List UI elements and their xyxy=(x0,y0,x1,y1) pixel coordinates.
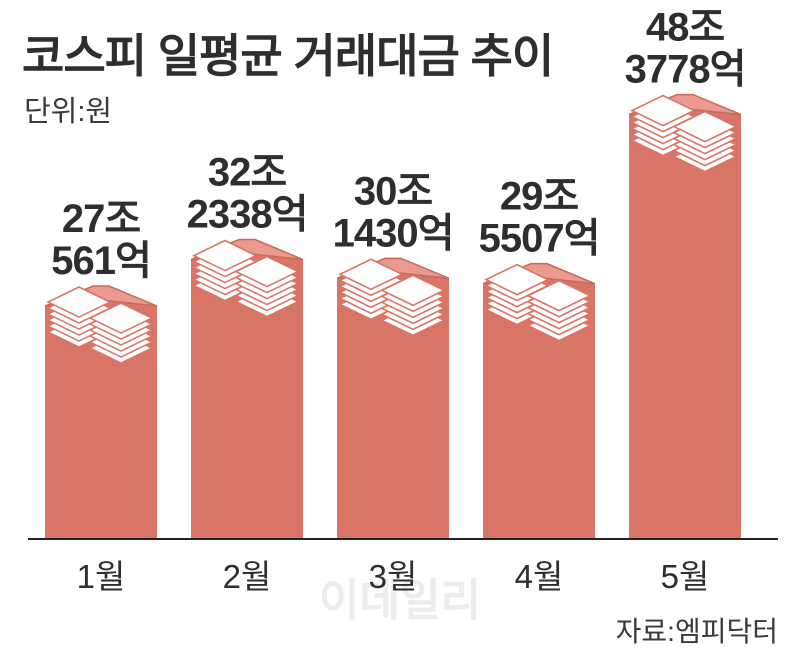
bar-2 xyxy=(191,249,303,540)
bill-stack-1-2 xyxy=(88,302,154,334)
bill-stack-4-2 xyxy=(526,279,592,312)
category-label-4: 4월 xyxy=(515,558,564,595)
bar-5 xyxy=(629,104,741,539)
bill-stack-3-1 xyxy=(338,258,404,291)
category-label-5: 5월 xyxy=(661,558,710,595)
value-label-1-1: 27조 xyxy=(62,197,140,241)
bill-stack-3-2 xyxy=(380,274,446,307)
watermark: 이데일리 xyxy=(319,576,481,625)
bill-stack-4-1 xyxy=(484,263,550,296)
value-label-2-1: 32조 xyxy=(208,151,286,195)
value-label-1-2: 561억 xyxy=(51,239,151,283)
bill-stack-5-1 xyxy=(630,94,696,127)
bar-3 xyxy=(337,268,449,539)
value-label-2-2: 2338억 xyxy=(187,193,308,237)
chart-title: 코스피 일평균 거래대금 추이 xyxy=(22,30,554,82)
source-label: 자료:엠피닥터 xyxy=(615,616,778,647)
value-label-4-1: 29조 xyxy=(500,175,578,219)
value-label-4-2: 5507억 xyxy=(479,217,600,261)
category-label-2: 2월 xyxy=(223,558,272,595)
bill-stack-2-1 xyxy=(192,239,258,272)
bill-stack-5-2 xyxy=(672,110,738,143)
value-label-3-2: 1430억 xyxy=(333,211,454,255)
category-label-3: 3월 xyxy=(369,558,418,595)
bill-stack-2-2 xyxy=(234,255,300,288)
bill-stack-1-1 xyxy=(46,286,112,318)
value-label-3-1: 30조 xyxy=(354,169,432,213)
value-label-5-2: 3778억 xyxy=(625,48,746,92)
bar-4 xyxy=(483,273,595,539)
value-label-5-1: 48조 xyxy=(646,6,724,50)
category-label-1: 1월 xyxy=(77,558,126,595)
unit-label: 단위:원 xyxy=(24,96,113,128)
